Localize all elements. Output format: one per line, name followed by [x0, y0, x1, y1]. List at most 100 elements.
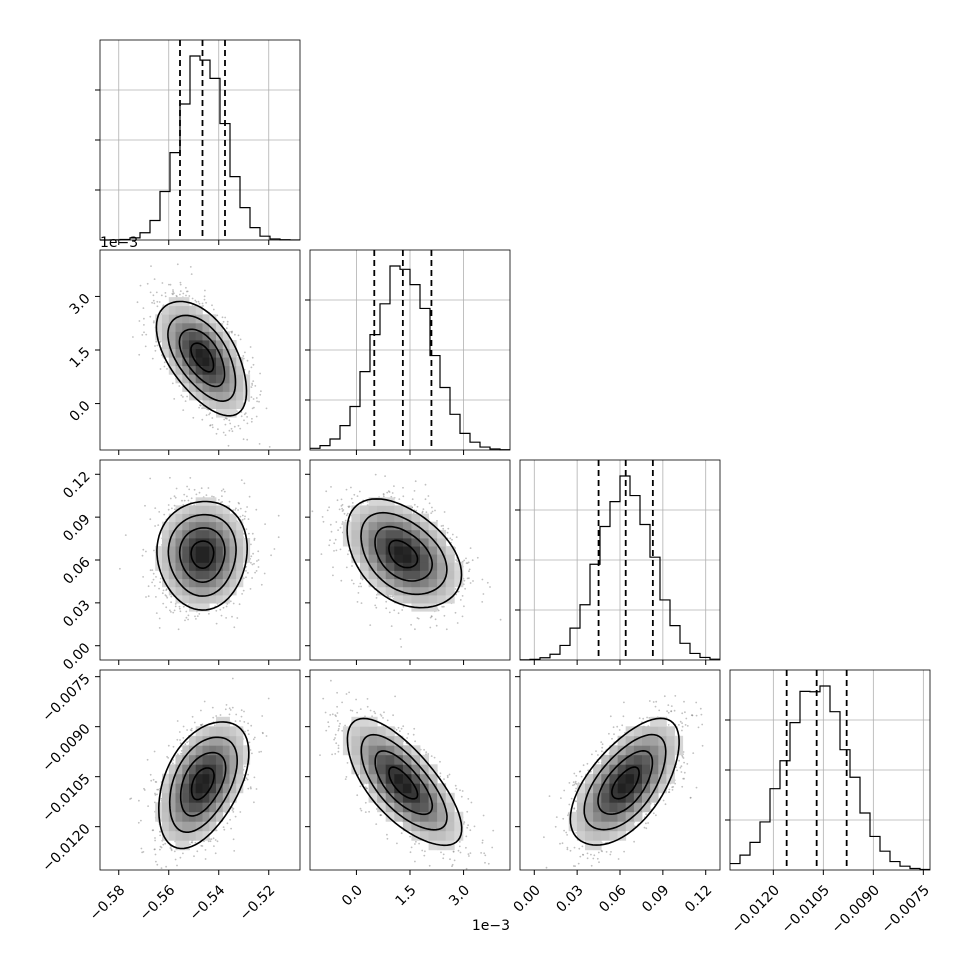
density-cell — [176, 374, 183, 383]
sample-point — [179, 608, 181, 610]
sample-point — [352, 502, 354, 504]
sample-point — [154, 525, 156, 527]
sample-point — [150, 265, 152, 267]
density-cell — [403, 571, 412, 580]
density-cell — [369, 522, 378, 531]
density-cell — [223, 530, 230, 539]
sample-point — [483, 593, 485, 595]
density-cell — [162, 538, 169, 547]
sample-point — [160, 578, 162, 580]
density-cell — [209, 595, 216, 604]
density-cell — [420, 562, 429, 571]
sample-point — [242, 515, 244, 517]
sample-point — [247, 423, 249, 425]
sample-point — [441, 525, 443, 527]
sample-point — [434, 510, 436, 512]
density-cell — [189, 595, 196, 604]
sample-point — [143, 318, 145, 320]
sample-point — [239, 603, 241, 605]
sample-point — [182, 293, 184, 295]
sample-point — [206, 494, 208, 496]
sample-point — [198, 613, 200, 615]
sample-point — [197, 615, 199, 617]
sample-point — [342, 510, 344, 512]
sample-point — [245, 576, 247, 578]
density-cell — [236, 554, 243, 563]
sample-point — [456, 560, 458, 562]
sample-point — [400, 646, 402, 648]
sample-point — [224, 491, 226, 493]
sample-point — [269, 446, 271, 448]
sample-point — [225, 434, 227, 436]
sample-point — [168, 509, 170, 511]
sample-point — [229, 430, 231, 432]
sample-point — [385, 607, 387, 609]
sample-point — [467, 578, 469, 580]
sample-point — [168, 504, 170, 506]
sample-point — [345, 520, 347, 522]
sample-point — [245, 570, 247, 572]
sample-point — [157, 305, 159, 307]
density-cell — [209, 400, 216, 409]
sample-point — [456, 536, 458, 538]
sample-point — [142, 555, 144, 557]
sample-point — [358, 592, 360, 594]
sample-point — [264, 523, 266, 525]
density-cell — [223, 562, 230, 571]
sample-point — [169, 477, 171, 479]
sample-point — [438, 610, 440, 612]
sample-point — [181, 395, 183, 397]
density-cell — [209, 383, 216, 392]
sample-point — [176, 488, 178, 490]
sample-point — [251, 396, 253, 398]
density-cell — [169, 546, 176, 555]
sample-point — [234, 426, 236, 428]
sample-point — [239, 428, 241, 430]
density-cell — [429, 562, 438, 571]
sample-point — [376, 597, 378, 599]
density-cell — [203, 587, 210, 596]
sample-point — [240, 516, 242, 518]
density-cell — [369, 538, 378, 547]
density-cell — [403, 595, 412, 604]
sample-point — [155, 350, 157, 352]
sample-point — [347, 513, 349, 515]
sample-point — [204, 290, 206, 292]
sample-point — [489, 586, 491, 588]
sample-point — [414, 490, 416, 492]
sample-point — [132, 336, 134, 338]
sample-point — [248, 370, 250, 372]
sample-point — [149, 518, 151, 520]
sample-point — [230, 600, 232, 602]
density-cell — [236, 546, 243, 555]
sample-point — [383, 496, 385, 498]
sample-point — [174, 495, 176, 497]
sample-point — [229, 423, 231, 425]
sample-point — [208, 487, 210, 489]
sample-point — [487, 582, 489, 584]
sample-point — [336, 550, 338, 552]
sample-point — [247, 572, 249, 574]
density-cell — [196, 571, 203, 580]
sample-point — [137, 301, 139, 303]
sample-point — [414, 504, 416, 506]
y-tick-label: 0.09 — [60, 511, 93, 544]
sample-point — [425, 484, 427, 486]
density-cell — [203, 357, 210, 366]
sample-point — [241, 593, 243, 595]
density-cell — [236, 530, 243, 539]
sample-point — [446, 628, 448, 630]
sample-point — [226, 327, 228, 329]
sample-point — [183, 494, 185, 496]
density-cell — [155, 554, 162, 563]
sample-point — [201, 419, 203, 421]
density-cell — [203, 546, 210, 555]
sample-point — [219, 609, 221, 611]
sample-point — [142, 576, 144, 578]
sample-point — [333, 542, 335, 544]
density-cell — [162, 314, 169, 323]
sample-point — [151, 582, 153, 584]
sample-point — [243, 590, 245, 592]
sample-point — [194, 300, 196, 302]
sample-point — [460, 599, 462, 601]
